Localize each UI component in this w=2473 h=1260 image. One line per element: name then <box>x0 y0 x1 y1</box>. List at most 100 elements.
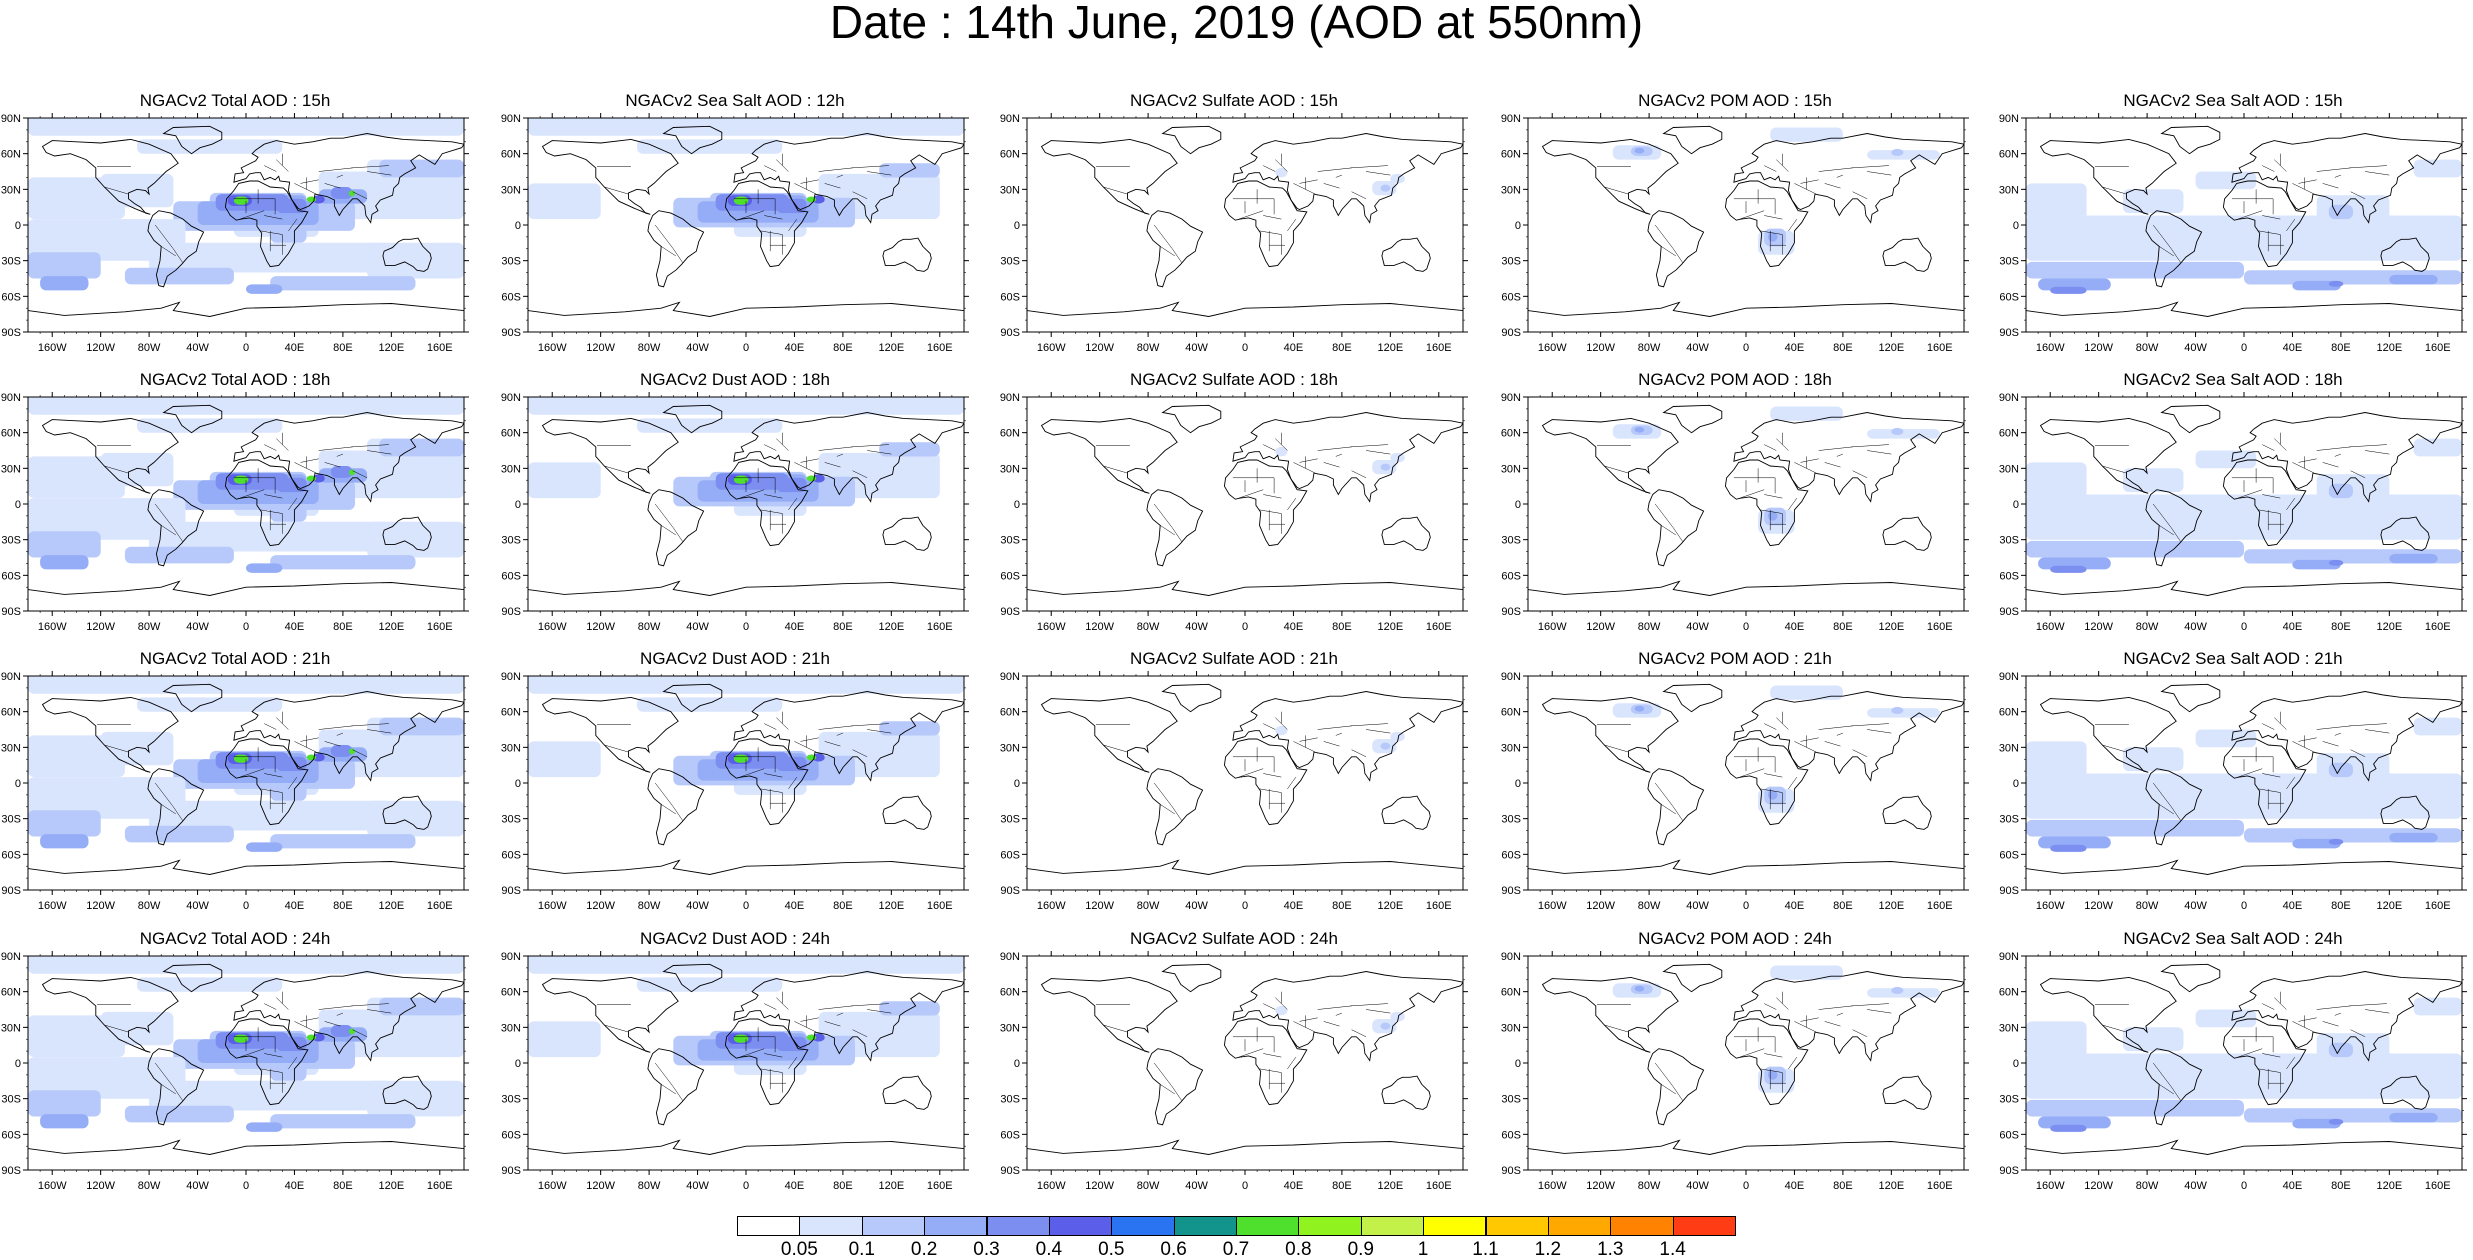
lon-tick-label: 0 <box>243 1180 249 1192</box>
country-border <box>1604 186 1629 195</box>
country-border <box>867 729 892 734</box>
coastline <box>1662 683 1723 713</box>
country-border <box>1238 210 1264 220</box>
coastline <box>2039 138 2177 215</box>
lat-tick-label: 90N <box>1 113 21 125</box>
lon-tick-label: 160E <box>1426 900 1452 912</box>
lon-tick-label: 40W <box>186 900 209 912</box>
coastline <box>1040 976 1178 1053</box>
coastline <box>1724 1018 1809 1106</box>
country-border <box>2102 186 2127 195</box>
country-border <box>1867 729 1892 734</box>
map-panel: NGACv2 Dust AOD : 24h 90N 60N 30N 0 30S 60S 90S… <box>500 930 970 1192</box>
country-border <box>351 723 389 727</box>
aod-contour-fill <box>2389 832 2438 843</box>
country-border <box>288 497 298 511</box>
aod-contour-fill <box>776 1036 807 1052</box>
lon-tick-label: 160E <box>1426 1180 1452 1192</box>
country-border <box>318 1005 353 1010</box>
country-border <box>1287 776 1297 790</box>
country-border <box>2286 1056 2296 1070</box>
coastline <box>1528 859 1964 890</box>
coastline <box>662 963 723 993</box>
country-border <box>2349 165 2387 169</box>
aod-contour-fill <box>312 1033 325 1042</box>
country-border <box>2258 1068 2281 1073</box>
aod-contour-fill <box>270 1114 416 1129</box>
aod-contour-fill <box>2026 819 2244 837</box>
aod-contour-fill <box>2389 553 2438 564</box>
country-border <box>2153 782 2172 807</box>
aod-contour-fill <box>28 777 186 819</box>
country-border <box>1655 782 1674 807</box>
coastline <box>224 180 309 268</box>
aod-contour-fill <box>1891 706 1904 714</box>
lon-tick-label: 160E <box>1426 342 1452 354</box>
aod-contour-fill <box>2328 280 2344 287</box>
lat-tick-label: 0 <box>1014 499 1020 511</box>
lon-tick-label: 160W <box>2036 342 2065 354</box>
lon-tick-label: 160W <box>1538 342 1567 354</box>
lat-tick-label: 30N <box>1000 1022 1020 1034</box>
country-border <box>1604 465 1629 474</box>
country-border <box>351 1003 389 1007</box>
lat-tick-label: 0 <box>515 499 521 511</box>
colorbar-label: 0.5 <box>1098 1239 1125 1260</box>
country-border <box>1299 179 1318 184</box>
aod-contour-fill <box>367 800 464 837</box>
aod-contour-fill <box>2328 204 2353 220</box>
lat-tick-label: 30N <box>1 463 21 475</box>
aod-contour-fill <box>812 474 825 483</box>
country-border <box>173 806 184 822</box>
lat-tick-label: 30N <box>1999 742 2019 754</box>
aod-contour-fill <box>528 118 964 136</box>
country-border <box>1867 171 1892 176</box>
coastline <box>1232 691 1463 782</box>
aod-contour-fill <box>348 469 355 476</box>
country-border <box>739 1048 765 1058</box>
country-border <box>794 462 819 475</box>
country-border <box>1259 1068 1282 1073</box>
coastline <box>1541 696 1679 773</box>
country-border <box>336 1012 343 1016</box>
colorbar-label: 0.9 <box>1347 1239 1374 1260</box>
lat-tick-label: 60S <box>1000 570 1020 582</box>
coastline <box>1528 301 1964 332</box>
coastline <box>233 412 464 503</box>
map-panel: NGACv2 Sulfate AOD : 15h 90N 60N 30N 0 30S 60S… <box>999 92 1469 354</box>
country-border <box>2258 788 2281 793</box>
aod-contour-fill <box>276 198 307 214</box>
aod-contour-fill <box>40 276 89 291</box>
country-border <box>1739 210 1765 220</box>
map-panel: NGACv2 Total AOD : 21h 90N 60N 30N 0 30S 60S 90… <box>0 650 470 912</box>
aod-contour-fill <box>2195 1009 2257 1028</box>
lat-tick-label: 0 <box>515 778 521 790</box>
coastline <box>28 580 464 611</box>
lat-tick-label: 0 <box>15 1058 21 1070</box>
country-border <box>800 737 819 742</box>
coastline <box>528 859 964 890</box>
country-border <box>1299 1017 1318 1022</box>
lon-tick-label: 80W <box>2136 621 2159 633</box>
lon-tick-label: 40E <box>785 342 805 354</box>
coastline <box>1027 301 1463 332</box>
country-border <box>2153 503 2172 528</box>
panel-title: NGACv2 Sea Salt AOD : 12h <box>625 91 845 110</box>
world-map: 90N 60N 30N 0 30S 60S 90S 160W 120W 80W 40W 0 40E 80E… <box>1501 392 1969 633</box>
coastline <box>2222 1018 2307 1106</box>
lat-tick-label: 30N <box>1 1022 21 1034</box>
panel-title: NGACv2 Sea Salt AOD : 24h <box>2123 929 2343 948</box>
lat-tick-label: 60N <box>1501 987 1521 999</box>
coastline <box>733 133 964 224</box>
coastline <box>724 180 809 268</box>
lon-tick-label: 120E <box>378 900 404 912</box>
lon-tick-label: 120W <box>1085 621 1114 633</box>
country-border <box>1350 723 1388 727</box>
lat-tick-label: 60N <box>501 149 521 161</box>
map-panel: NGACv2 Total AOD : 24h 90N 60N 30N 0 30S 60S 90… <box>0 930 470 1192</box>
country-border <box>673 806 684 822</box>
lat-tick-label: 90S <box>501 1165 521 1177</box>
lon-tick-label: 120W <box>86 1180 115 1192</box>
lat-tick-label: 90N <box>1999 951 2019 963</box>
aod-contour-fill <box>1891 427 1904 435</box>
